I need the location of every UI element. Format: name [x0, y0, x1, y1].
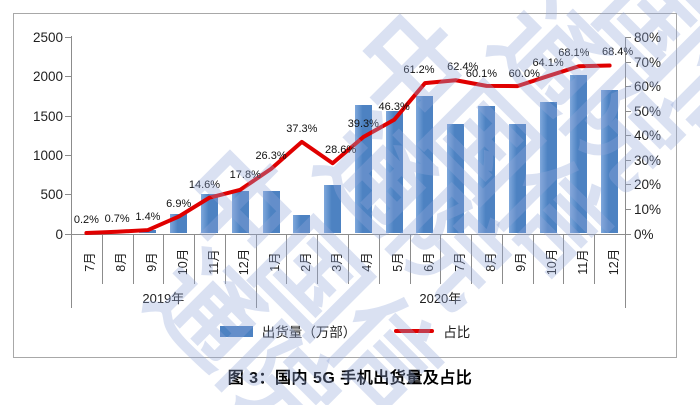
month-separator: [440, 233, 442, 284]
share-point-label: 14.6%: [188, 178, 221, 191]
bar: [447, 124, 465, 234]
year-separator: [625, 233, 626, 308]
right-axis-tick: [625, 159, 631, 161]
left-axis-tick: [65, 194, 71, 196]
legend-item-share: 占比: [394, 321, 470, 341]
right-axis-tick-label: 60%: [634, 79, 662, 95]
share-line: [84, 63, 612, 236]
month-separator: [224, 233, 226, 284]
share-point-label: 68.1%: [558, 47, 590, 60]
share-point-label: 64.1%: [532, 57, 564, 70]
right-axis-tick: [625, 110, 631, 112]
legend-line-label: 占比: [443, 325, 471, 340]
right-axis-tick-label: 30%: [634, 152, 662, 168]
bar: [570, 75, 588, 234]
bar: [324, 184, 342, 234]
right-axis-tick-label: 80%: [634, 30, 662, 45]
bar: [354, 104, 372, 234]
right-axis-tick: [625, 86, 631, 88]
legend: 出货量（万部） 占比: [13, 321, 677, 341]
right-axis-tick-label: 70%: [634, 54, 662, 70]
left-axis-tick-label: 2000: [32, 69, 63, 85]
month-separator: [163, 233, 165, 284]
left-axis-tick: [65, 233, 71, 235]
right-axis-tick-label: 0%: [634, 226, 654, 242]
bar: [201, 193, 218, 234]
year-group-label: 2019年: [142, 291, 185, 306]
bar: [231, 190, 249, 234]
bar: [508, 123, 526, 234]
left-axis-tick-label: 1500: [32, 108, 63, 124]
legend-item-shipments: 出货量（万部）: [219, 321, 357, 341]
line-swatch-icon: [394, 329, 435, 333]
legend-bar-label: 出货量（万部）: [261, 325, 357, 340]
figure-caption: 图 3：国内 5G 手机出货量及占比: [227, 370, 473, 387]
share-point-label: 0.7%: [104, 212, 130, 225]
month-separator: [317, 233, 319, 284]
month-separator: [409, 233, 411, 284]
share-point-label: 0.2%: [73, 214, 99, 226]
month-separator: [194, 233, 196, 284]
month-separator: [132, 233, 134, 284]
bar: [416, 95, 434, 234]
month-separator: [101, 233, 103, 284]
right-axis-tick: [625, 61, 631, 63]
right-axis-tick: [625, 135, 631, 137]
year-group-label: 2020年: [419, 291, 462, 306]
share-point-label: 17.8%: [229, 168, 261, 181]
share-point-label: 39.3%: [347, 117, 379, 130]
left-axis-tick: [65, 76, 71, 78]
bar: [262, 190, 280, 234]
bar: [293, 214, 311, 234]
month-separator: [594, 233, 596, 284]
left-axis-tick-label: 1000: [32, 147, 63, 163]
left-axis-tick-label: 2500: [32, 30, 63, 45]
y-axis-left: [71, 36, 72, 234]
left-axis-tick: [65, 37, 71, 38]
right-axis-tick-label: 20%: [634, 177, 662, 193]
right-axis-tick-label: 50%: [634, 103, 662, 119]
share-point-label: 6.9%: [166, 197, 192, 210]
year-separator: [255, 233, 257, 308]
left-axis-tick: [65, 115, 71, 117]
share-point-label: 61.2%: [403, 64, 435, 77]
month-separator: [532, 233, 534, 284]
share-point-label: 68.4%: [602, 46, 634, 59]
share-point-label: 28.6%: [325, 144, 357, 157]
share-point-label: 26.3%: [255, 149, 287, 162]
right-axis-tick: [625, 184, 631, 186]
share-point-label: 37.3%: [286, 122, 318, 135]
month-separator: [471, 233, 473, 284]
share-point-label: 1.4%: [135, 211, 161, 224]
bar: [539, 101, 557, 234]
right-axis-tick-label: 10%: [634, 201, 662, 217]
share-point-label: 62.4%: [447, 61, 479, 74]
right-axis-tick-label: 40%: [634, 128, 662, 144]
month-separator: [378, 233, 380, 284]
left-axis-tick: [65, 154, 71, 156]
bar: [385, 110, 403, 234]
bar-swatch-icon: [219, 325, 253, 337]
month-separator: [563, 233, 565, 284]
right-axis-tick: [625, 37, 631, 38]
year-separator: [71, 233, 72, 308]
share-point-label: 60.0%: [508, 68, 540, 81]
right-axis-tick: [625, 233, 631, 235]
month-separator: [348, 233, 349, 284]
bar: [478, 106, 495, 234]
month-separator: [501, 233, 503, 284]
bar: [601, 90, 619, 234]
share-point-label: 60.1%: [465, 67, 498, 80]
left-axis-tick-label: 500: [40, 187, 63, 203]
month-separator: [286, 233, 288, 284]
left-axis-tick-label: 0: [55, 226, 63, 242]
right-axis-tick: [625, 208, 631, 210]
share-point-label: 46.3%: [378, 100, 410, 113]
